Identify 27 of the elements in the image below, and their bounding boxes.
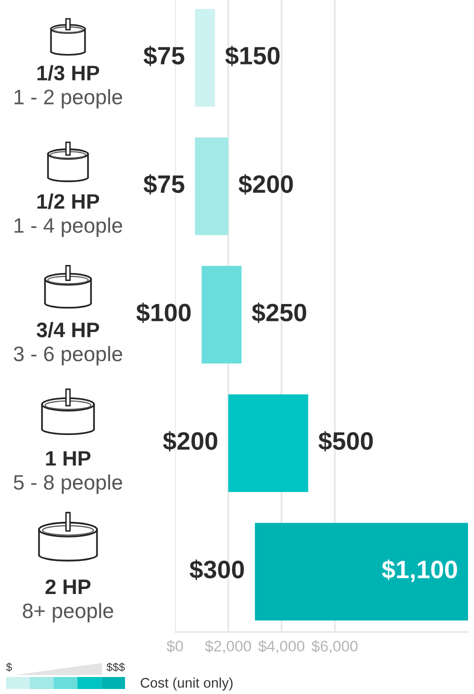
bar	[202, 266, 242, 364]
text: Cost (unit only)	[140, 678, 233, 690]
x-tick-label: $2,000	[205, 640, 252, 654]
annotation: $150	[225, 46, 280, 66]
x-tick-label: $6,000	[312, 640, 358, 654]
annotation: $75	[144, 46, 184, 66]
bar	[194, 8, 215, 107]
x-tick-label: $0	[166, 640, 183, 652]
y-tick-label: 1/2 HP 1 - 4 people	[14, 194, 122, 237]
annotation: $100	[136, 302, 191, 324]
bar	[194, 137, 228, 236]
y-tick-label: 2 HP 8+ people	[22, 579, 114, 622]
annotation: $200	[162, 431, 218, 452]
text: $$$	[106, 662, 125, 672]
annotation: $250	[252, 302, 306, 324]
y-tick-label: 1 HP 5 - 8 people	[14, 451, 122, 494]
annotation: $1,100	[382, 560, 457, 582]
bar	[228, 394, 308, 492]
y-tick-label: 3/4 HP 3 - 6 people	[14, 322, 122, 366]
annotation: $200	[238, 174, 293, 195]
annotation: $300	[190, 560, 244, 580]
annotation: $500	[318, 431, 373, 452]
y-tick-label: 1/3 HP 1 - 2 people	[14, 65, 122, 109]
x-tick-label: $4,000	[258, 640, 304, 654]
annotation: $75	[144, 174, 184, 195]
text: $	[6, 662, 12, 672]
bar	[254, 522, 468, 620]
